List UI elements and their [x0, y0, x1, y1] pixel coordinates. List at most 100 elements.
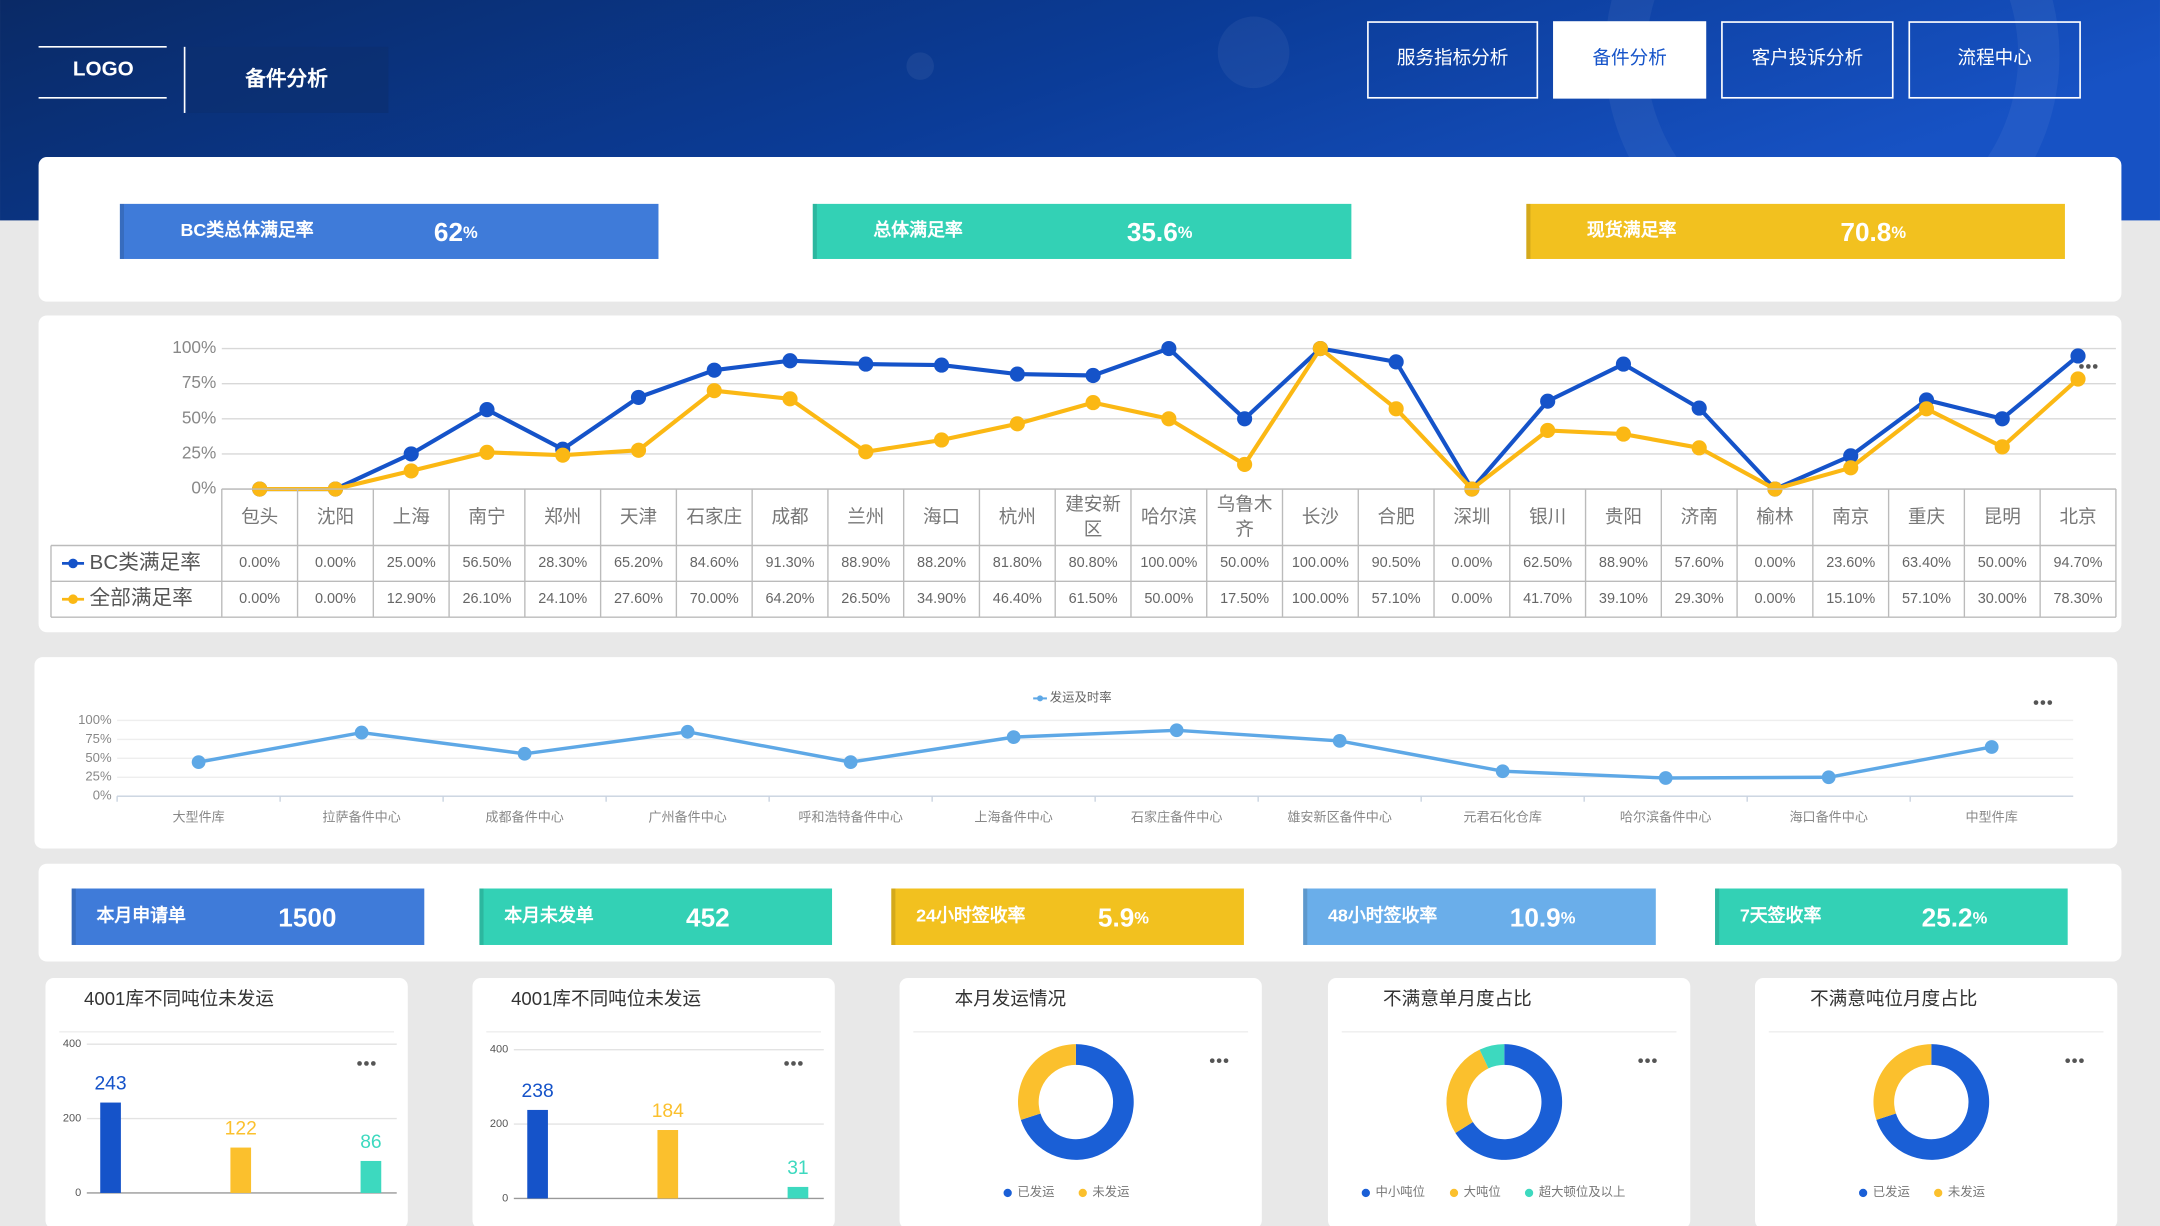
category-label: 建安新区 — [1065, 493, 1121, 539]
nav-button[interactable]: 备件分析 — [1553, 21, 1707, 99]
nav-label[interactable]: 备件分析 — [1592, 47, 1666, 68]
more-menu[interactable] — [2065, 1058, 2084, 1064]
nav-button-box[interactable] — [1367, 21, 1539, 99]
table-value: 41.70% — [1523, 591, 1572, 607]
category-label: 济南 — [1681, 506, 1718, 527]
y-tick-label: 25% — [85, 769, 112, 784]
kpi-number: 10.9 — [1510, 902, 1561, 932]
logo: LOGO — [73, 58, 134, 81]
data-point — [630, 442, 647, 458]
table-value: 80.80% — [1069, 555, 1118, 571]
more-menu[interactable] — [2033, 700, 2053, 705]
more-menu[interactable] — [1638, 1058, 1657, 1064]
data-point — [1009, 366, 1025, 382]
nav-label[interactable]: 流程中心 — [1958, 47, 2032, 68]
category-label: 深圳 — [1453, 506, 1490, 527]
table-value: 39.10% — [1599, 591, 1648, 607]
nav-button[interactable]: 客户投诉分析 — [1721, 21, 1894, 99]
kpi-value: 25.2% — [1922, 902, 1988, 932]
table-value: 63.40% — [1902, 555, 1951, 571]
data-point — [1388, 354, 1404, 370]
y-tick-label: 50% — [182, 407, 216, 427]
data-point — [1615, 426, 1632, 442]
x-tick-label: 拉萨备件中心 — [322, 809, 400, 825]
y-tick-label: 75% — [85, 731, 112, 746]
more-dot — [364, 1061, 369, 1066]
legend-label: 未发运 — [1948, 1184, 1985, 1199]
donut-segment — [1020, 1044, 1134, 1160]
kpi-label: 24小时签收率 — [916, 904, 1025, 925]
more-menu[interactable] — [2079, 364, 2098, 369]
legend-label: 未发运 — [1092, 1184, 1129, 1199]
table-value: 0.00% — [1754, 591, 1795, 607]
table-value: 23.60% — [1826, 555, 1875, 571]
donut-segment — [1018, 1044, 1076, 1120]
table-value: 57.10% — [1902, 591, 1951, 607]
data-point — [843, 755, 858, 770]
table-value: 26.10% — [462, 591, 511, 607]
category-label: 银川 — [1529, 506, 1566, 527]
data-point — [1237, 456, 1253, 473]
more-menu[interactable] — [357, 1061, 376, 1066]
table-value: 100.00% — [1292, 555, 1349, 571]
kpi-label: 7天签收率 — [1740, 904, 1822, 925]
data-point — [1495, 764, 1510, 779]
bar-value-label: 86 — [360, 1132, 381, 1153]
category-label: 合肥 — [1378, 506, 1415, 527]
kpi-unit: % — [1891, 224, 1906, 243]
table-value: 24.10% — [538, 591, 587, 607]
data-point — [479, 444, 495, 460]
donut-segment — [1446, 1049, 1489, 1134]
more-menu[interactable] — [1209, 1058, 1229, 1064]
table-value: 57.60% — [1675, 555, 1724, 571]
chart-card — [38, 315, 2122, 633]
data-point — [403, 446, 419, 462]
kpi-number: 5.9 — [1098, 902, 1134, 932]
category-label: 海口 — [923, 506, 960, 527]
x-tick-label: 元君石化仓库 — [1463, 810, 1541, 825]
more-dot — [784, 1061, 789, 1066]
more-menu[interactable] — [784, 1061, 803, 1066]
chart-card — [45, 978, 408, 1226]
nav-button[interactable]: 服务指标分析 — [1367, 21, 1539, 99]
table-value: 94.70% — [2054, 555, 2103, 571]
data-point — [1388, 401, 1404, 417]
nav-label[interactable]: 客户投诉分析 — [1752, 47, 1863, 68]
data-point — [1994, 411, 2010, 427]
chart-card — [1327, 978, 1691, 1226]
kpi-unit: % — [1178, 224, 1193, 243]
data-point — [1821, 770, 1836, 785]
legend-label: 大吨位 — [1464, 1184, 1501, 1199]
chart-card — [472, 978, 835, 1226]
table-value: 0.00% — [1451, 555, 1492, 571]
table-value: 88.20% — [917, 555, 966, 571]
title-panel — [187, 46, 389, 113]
kpi-box — [1715, 888, 2068, 945]
legend-marker — [68, 594, 78, 605]
more-dot — [2086, 364, 2091, 369]
nav-button-box[interactable] — [1908, 21, 2081, 99]
more-dot — [2040, 700, 2046, 705]
legend-label: 中小吨位 — [1375, 1184, 1425, 1199]
bar-value-label: 184 — [652, 1101, 684, 1122]
kpi-label: 本月未发单 — [504, 904, 594, 925]
table-value: 26.50% — [841, 591, 890, 607]
table-value: 12.90% — [387, 591, 436, 607]
kpi-edge — [1303, 888, 1308, 945]
data-point — [191, 755, 206, 770]
chart-title: 4001库不同吨位未发运 — [511, 988, 701, 1009]
legend-label: BC类满足率 — [90, 551, 201, 574]
data-point — [1332, 734, 1347, 748]
nav-button-box[interactable] — [1553, 21, 1707, 99]
nav-label[interactable]: 服务指标分析 — [1397, 47, 1508, 68]
table-value: 46.40% — [993, 591, 1042, 607]
table-value: 0.00% — [239, 555, 280, 571]
kpi-value: 10.9% — [1510, 902, 1576, 932]
table-value: 81.80% — [993, 555, 1042, 571]
data-point — [1540, 422, 1556, 439]
legend-label: 发运及时率 — [1050, 690, 1112, 705]
table-value: 50.00% — [1220, 555, 1269, 571]
nav-button-box[interactable] — [1721, 21, 1894, 99]
y-tick-label: 75% — [182, 372, 216, 392]
nav-button[interactable]: 流程中心 — [1908, 21, 2081, 99]
